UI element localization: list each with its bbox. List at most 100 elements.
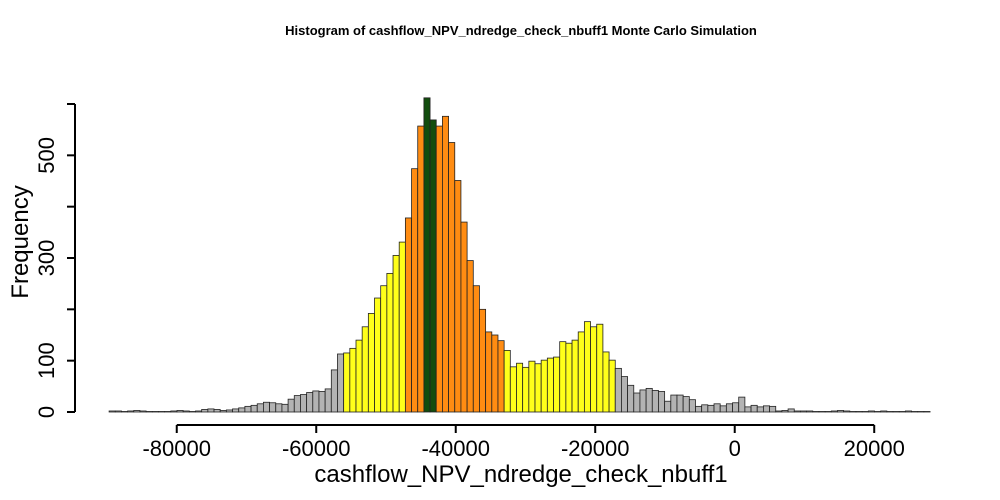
histogram-bar [380,285,388,413]
histogram-bar [639,389,647,413]
x-tick-label: -60000 [282,436,351,461]
histogram-bar [219,410,227,413]
histogram-bar [837,410,845,413]
histogram-bar [849,411,857,413]
histogram-bar [565,342,573,413]
histogram-bar [250,404,258,413]
histogram-bar [886,411,894,413]
histogram-bar [744,406,752,413]
histogram-bar [460,221,468,413]
histogram-bar [769,405,777,413]
histogram-bar [349,347,357,413]
histogram-bar [139,410,147,413]
histogram-bar [546,357,554,413]
x-tick-label: -80000 [142,436,211,461]
histogram-bar [787,408,795,413]
histogram-bar [244,405,252,413]
histogram-bar [306,392,314,413]
histogram-bar [435,125,443,413]
histogram-bar [201,409,209,413]
histogram-bar [917,411,925,413]
histogram-bar [676,394,684,413]
histogram-bar [818,411,826,413]
histogram-bar [824,411,832,413]
histogram-bar [707,404,715,413]
histogram-bar [880,410,888,413]
histogram-bar [843,410,851,413]
histogram-bar [867,410,875,413]
histogram-bar [151,411,159,413]
histogram-bar [540,359,548,413]
histogram-bar [108,410,116,413]
histogram-bar [269,402,277,413]
histogram-bar [256,403,264,413]
y-tick-label: 0 [34,406,59,418]
histogram-bar [830,410,838,413]
histogram-bar [374,297,382,413]
histogram-bar [491,334,499,413]
histogram-bar [701,404,709,413]
histogram-bar [923,411,931,413]
histogram-bar [330,369,338,413]
histogram-bar [670,394,678,413]
histogram-bar [577,331,585,413]
x-axis-label: cashflow_NPV_ndredge_check_nbuff1 [314,461,727,488]
histogram-bar [300,394,308,413]
histogram-bar [497,340,505,413]
histogram-bar [596,323,604,413]
histogram-bar [793,410,801,413]
histogram-bar [509,366,517,413]
histogram-bar [429,119,437,413]
histogram-bar [750,404,758,413]
histogram-bar [479,308,487,413]
histogram-bar [528,360,536,413]
x-tick-label: -20000 [561,436,630,461]
histogram-bar [651,390,659,413]
histogram-bar [645,387,653,413]
y-tick-label: 100 [34,342,59,379]
histogram-bar [466,260,474,413]
histogram-bar [522,366,530,413]
histogram-bar [892,411,900,413]
histogram-bar [911,411,919,413]
histogram-bar [695,405,703,413]
histogram-bar [188,411,196,413]
histogram-bar [756,406,764,413]
histogram-bar [590,326,598,413]
histogram-bar [386,272,394,413]
histogram-bar [503,349,511,413]
histogram-bar [213,409,221,413]
histogram-bar [392,255,400,413]
histogram-bar [355,339,363,413]
histogram-bar [182,410,190,413]
histogram-bar [442,115,449,413]
histogram-bar [571,339,579,413]
histogram-bar [800,410,807,413]
histogram-bar [417,125,425,413]
histogram-bar [158,411,166,413]
histogram-bar [781,410,789,413]
histogram-bar [812,411,820,413]
histogram-bar [898,411,906,413]
histogram-bar [275,403,283,413]
histogram-bar [263,401,270,413]
histogram-bar [238,407,246,413]
histogram-bar [232,408,240,413]
histogram-bar [472,285,480,413]
histogram-bar [281,403,289,413]
y-axis: 0 100 300 500 [34,103,76,418]
y-tick-label: 500 [34,137,59,174]
histogram-bar [133,410,141,413]
histogram-bar [404,217,412,413]
histogram-bar [725,403,733,413]
histogram-bar [904,410,912,413]
histogram-bar [195,410,203,413]
histogram-bar [627,384,635,413]
histogram-bar [454,180,462,413]
histogram-bar [583,321,591,413]
histogram-bar [633,392,641,413]
histogram-bar [775,410,783,413]
histogram-bar [516,362,524,413]
histogram-bar [293,395,301,413]
